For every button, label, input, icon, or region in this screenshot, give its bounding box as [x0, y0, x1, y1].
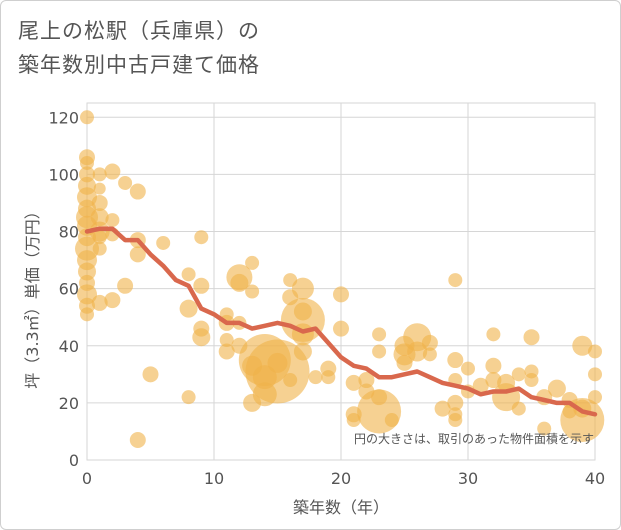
- data-point: [179, 299, 198, 318]
- title-line-2: 築年数別中古戸建て価格: [18, 53, 260, 77]
- data-point: [447, 394, 464, 411]
- data-point: [547, 379, 566, 398]
- data-point: [346, 413, 361, 428]
- tick-labels: 0 10 20 30 40 0 20 40 60 80 100 120: [48, 108, 605, 488]
- data-point: [357, 389, 402, 434]
- data-point: [396, 354, 413, 371]
- data-point: [181, 267, 196, 282]
- data-point: [118, 175, 133, 190]
- data-point: [421, 334, 438, 351]
- data-point: [230, 273, 249, 292]
- y-tick-label: 120: [48, 108, 79, 127]
- data-point: [129, 183, 146, 200]
- chart-title: 尾上の松駅（兵庫県）の 築年数別中古戸建て価格: [18, 14, 260, 82]
- data-point: [448, 413, 463, 428]
- x-tick-label: 40: [585, 469, 605, 488]
- data-point: [80, 155, 94, 170]
- data-point: [472, 377, 489, 394]
- data-point: [321, 370, 336, 385]
- data-point: [372, 344, 387, 359]
- data-point: [90, 208, 109, 227]
- data-point: [194, 230, 209, 245]
- data-point: [293, 342, 312, 361]
- x-axis-label: 築年数（年）: [293, 498, 389, 517]
- data-point: [588, 344, 602, 359]
- data-point: [245, 255, 260, 270]
- data-point: [245, 284, 260, 299]
- y-tick-label: 80: [59, 223, 79, 242]
- data-point: [117, 277, 134, 294]
- grid-lines: [86, 102, 596, 461]
- x-tick-label: 30: [458, 469, 478, 488]
- data-point: [384, 413, 399, 428]
- data-point: [511, 401, 526, 416]
- x-tick-label: 20: [331, 469, 351, 488]
- data-point: [80, 110, 94, 125]
- data-point: [291, 277, 314, 300]
- data-point: [486, 327, 501, 342]
- y-tick-label: 20: [59, 394, 79, 413]
- data-point: [407, 341, 428, 362]
- data-point: [78, 262, 96, 281]
- y-tick-label: 60: [59, 280, 79, 299]
- data-point: [588, 390, 602, 405]
- data-point: [192, 328, 211, 347]
- data-point: [80, 307, 94, 322]
- size-annotation: 円の大きさは、取引のあった物件面積を示す: [354, 431, 594, 446]
- data-point: [91, 294, 108, 311]
- data-point: [104, 163, 121, 180]
- data-point: [283, 373, 298, 388]
- data-point: [333, 286, 349, 303]
- data-point: [267, 352, 288, 373]
- data-point: [219, 333, 234, 348]
- data-point: [91, 194, 108, 211]
- data-point: [447, 352, 464, 369]
- trend-line: [84, 226, 598, 417]
- data-point: [142, 366, 159, 383]
- data-point: [560, 398, 605, 443]
- y-axis-label: 坪（3.3㎡）単価（万円）: [23, 203, 42, 388]
- data-point: [537, 421, 552, 436]
- data-point: [461, 361, 475, 376]
- data-point: [422, 347, 437, 362]
- data-point: [333, 320, 349, 337]
- data-point: [523, 329, 540, 346]
- title-line-1: 尾上の松駅（兵庫県）の: [18, 19, 260, 43]
- x-tick-label: 0: [82, 469, 92, 488]
- data-point: [92, 230, 107, 245]
- data-point: [511, 367, 526, 382]
- data-point: [93, 182, 106, 195]
- data-point: [358, 372, 375, 389]
- data-point: [572, 335, 593, 356]
- data-point: [497, 373, 516, 392]
- x-tick-label: 10: [204, 469, 224, 488]
- data-point: [129, 246, 146, 263]
- y-tick-label: 0: [69, 451, 79, 470]
- y-tick-label: 100: [48, 165, 79, 184]
- data-point: [308, 370, 323, 385]
- data-point: [524, 373, 539, 388]
- data-point: [104, 292, 121, 309]
- data-point: [92, 241, 107, 256]
- data-point: [193, 277, 210, 294]
- data-point: [434, 400, 451, 417]
- data-point: [77, 284, 97, 305]
- data-point: [345, 374, 362, 391]
- data-point: [485, 357, 502, 374]
- data-point: [372, 327, 387, 342]
- data-point: [129, 432, 146, 449]
- data-point: [92, 167, 107, 182]
- data-point: [588, 367, 602, 382]
- data-point: [448, 273, 463, 288]
- data-point: [181, 390, 196, 405]
- data-point: [156, 235, 171, 250]
- data-point: [218, 343, 235, 360]
- y-tick-label: 40: [59, 337, 79, 356]
- data-point: [105, 213, 120, 228]
- bubble-layer: [75, 110, 605, 449]
